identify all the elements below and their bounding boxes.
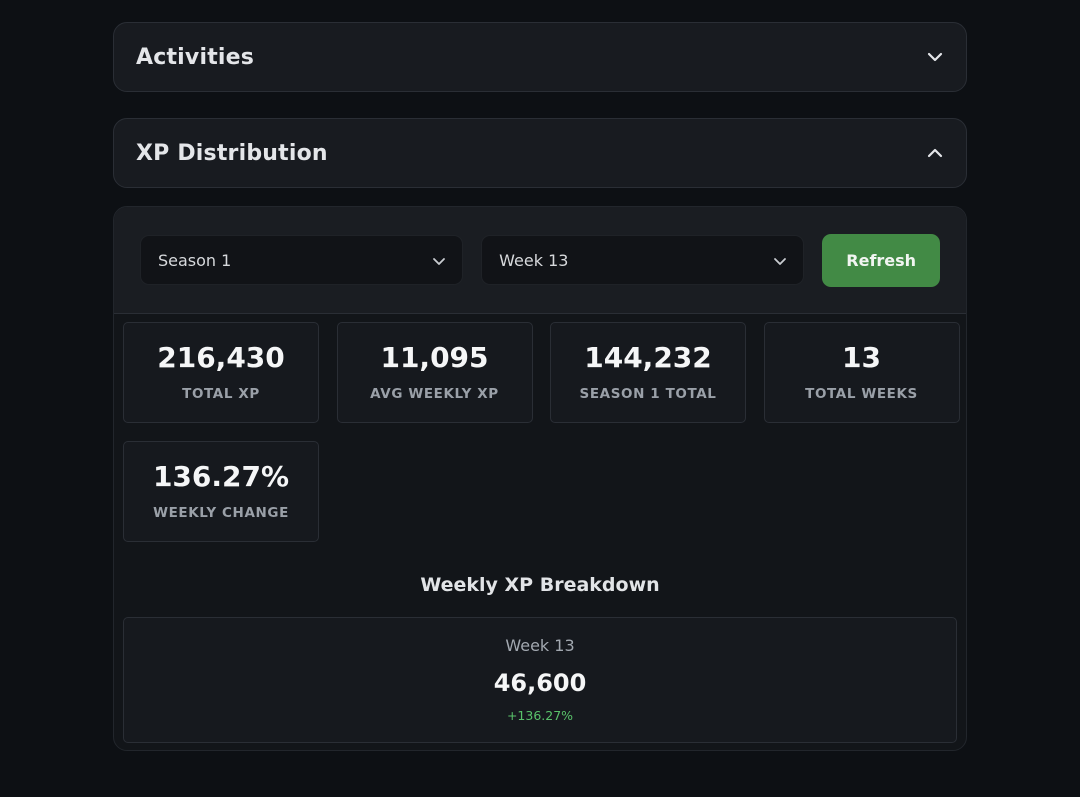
chevron-down-icon bbox=[432, 251, 446, 270]
xp-distribution-title: XP Distribution bbox=[136, 140, 328, 166]
stat-label: AVG WEEKLY XP bbox=[370, 385, 499, 402]
xp-distribution-accordion-header[interactable]: XP Distribution bbox=[113, 118, 967, 188]
chevron-up-icon bbox=[926, 144, 944, 162]
stat-value: 13 bbox=[842, 340, 881, 374]
stats-grid: 216,430 TOTAL XP 11,095 AVG WEEKLY XP 14… bbox=[114, 314, 966, 542]
stat-label: TOTAL WEEKS bbox=[805, 385, 918, 402]
stat-label: WEEKLY CHANGE bbox=[153, 504, 289, 521]
week-xp-value: 46,600 bbox=[493, 669, 587, 697]
filter-controls: Season 1 Week 13 Refresh bbox=[114, 207, 966, 314]
activities-title: Activities bbox=[136, 44, 255, 70]
stat-card-season-total: 144,232 SEASON 1 TOTAL bbox=[550, 322, 746, 423]
stat-value: 136.27% bbox=[152, 459, 290, 493]
week-breakdown-card: Week 13 46,600 +136.27% bbox=[123, 617, 957, 743]
stat-card-avg-weekly-xp: 11,095 AVG WEEKLY XP bbox=[336, 322, 533, 423]
stat-label: SEASON 1 TOTAL bbox=[579, 385, 717, 402]
weekly-breakdown-title: Weekly XP Breakdown bbox=[420, 574, 660, 596]
refresh-button[interactable]: Refresh bbox=[822, 233, 940, 287]
week-select-value: Week 13 bbox=[499, 250, 569, 270]
stat-label: TOTAL XP bbox=[182, 385, 260, 402]
stat-card-total-weeks: 13 TOTAL WEEKS bbox=[763, 322, 960, 423]
season-select[interactable]: Season 1 bbox=[140, 235, 464, 285]
stat-value: 11,095 bbox=[380, 340, 489, 374]
xp-distribution-panel: Season 1 Week 13 Refresh 216,430 TOTAL X… bbox=[113, 206, 967, 751]
week-label: Week 13 bbox=[505, 636, 575, 655]
stat-card-weekly-change: 136.27% WEEKLY CHANGE bbox=[123, 441, 319, 542]
season-select-value: Season 1 bbox=[158, 250, 232, 270]
stat-value: 144,232 bbox=[584, 340, 712, 374]
activities-accordion-header[interactable]: Activities bbox=[113, 22, 967, 92]
stat-card-total-xp: 216,430 TOTAL XP bbox=[123, 322, 319, 423]
main-content: Activities XP Distribution Season 1 Week… bbox=[113, 22, 967, 751]
chevron-down-icon bbox=[773, 251, 787, 270]
stat-value: 216,430 bbox=[157, 340, 285, 374]
week-change-badge: +136.27% bbox=[506, 708, 574, 723]
week-select[interactable]: Week 13 bbox=[481, 235, 805, 285]
chevron-down-icon bbox=[926, 48, 944, 66]
